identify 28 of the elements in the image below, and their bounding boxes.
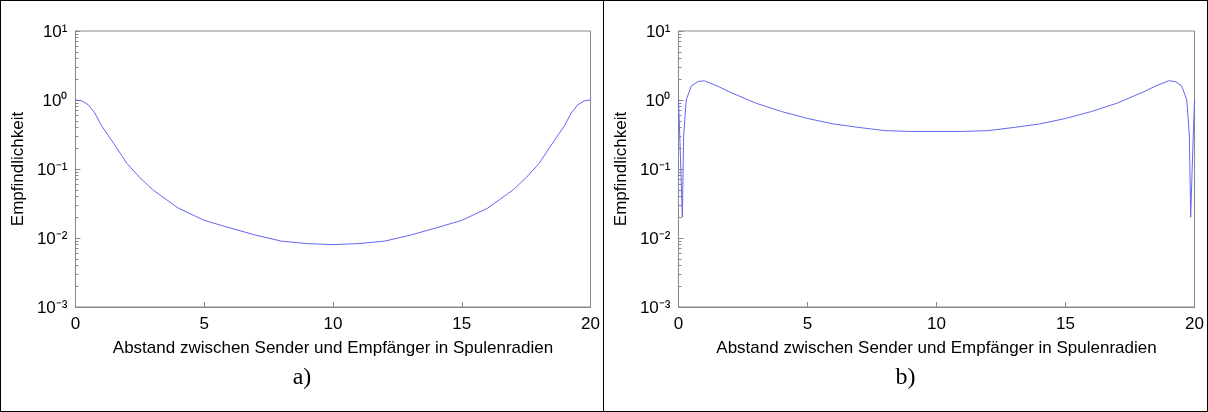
- x-tick-label: 0: [673, 314, 684, 333]
- y-tick-label: 10⁻²: [36, 228, 68, 248]
- x-tick-label: 10: [323, 314, 343, 333]
- x-tick-label: 5: [199, 314, 209, 333]
- y-tick-label: 10⁻²: [639, 228, 671, 248]
- text: b): [894, 363, 917, 390]
- y-tick-label: 10⁰: [42, 90, 68, 110]
- line-series: [74, 99, 592, 246]
- text: a): [291, 363, 313, 390]
- x-axis-title: Abstand zwischen Sender und Empfänger in Spulenradien: [112, 338, 554, 357]
- x-tick-label: 5: [802, 314, 813, 333]
- x-tick-label: 15: [452, 314, 472, 333]
- x-tick-label: 0: [70, 314, 81, 333]
- line-series: [677, 80, 1196, 218]
- x-axis-title: Abstand zwischen Sender und Empfänger in Spulenradien: [716, 338, 1157, 357]
- y-tick-label: 10⁰: [645, 90, 671, 110]
- y-tick-label: 10⁻¹: [639, 159, 671, 179]
- x-tick-label: 15: [1056, 314, 1075, 333]
- y-tick-label: 10⁻³: [639, 297, 671, 317]
- x-tick-label: 10: [927, 314, 946, 333]
- y-axis-title: Empfindlichkeit: [611, 111, 630, 227]
- x-tick-label: 20: [581, 314, 601, 333]
- y-tick-label: 10⁻³: [36, 297, 68, 317]
- y-axis-title: Empfindlichkeit: [8, 111, 27, 227]
- y-tick-label: 10¹: [42, 21, 68, 41]
- y-tick-label: 10⁻¹: [36, 159, 68, 179]
- x-tick-label: 20: [1185, 314, 1205, 333]
- y-tick-label: 10¹: [645, 21, 671, 41]
